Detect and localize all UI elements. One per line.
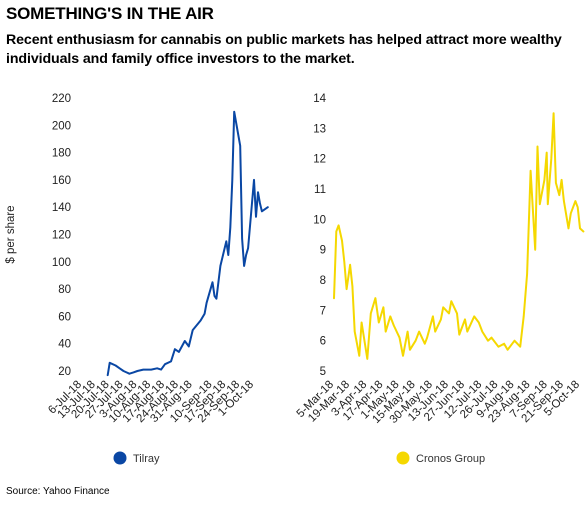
y-axis-label: $ per share — [5, 205, 17, 263]
y-tick-label: 9 — [320, 245, 326, 257]
y-tick-label: 160 — [52, 175, 71, 187]
y-tick-label: 12 — [313, 154, 326, 166]
y-tick-label: 220 — [52, 93, 71, 105]
source-note: Source: Yahoo Finance — [6, 486, 110, 497]
y-tick-label: 8 — [320, 275, 326, 287]
y-tick-label: 10 — [313, 214, 326, 226]
y-tick-label: 14 — [313, 93, 326, 105]
legend-swatch — [113, 451, 127, 465]
y-tick-label: 80 — [58, 284, 71, 296]
page-subtitle: Recent enthusiasm for cannabis on public… — [6, 32, 562, 67]
cronos-chart: 5678910111213145-Mar-1819-Mar-183-Apr-18… — [295, 93, 585, 465]
legend-swatch — [396, 451, 410, 465]
y-tick-label: 20 — [58, 366, 71, 378]
y-tick-label: 180 — [52, 148, 71, 160]
series-line — [106, 110, 269, 377]
y-tick-label: 5 — [320, 366, 326, 378]
y-tick-label: 100 — [52, 257, 71, 269]
y-tick-label: 7 — [320, 305, 326, 317]
legend-label: Tilray — [133, 453, 160, 465]
legend-label: Cronos Group — [416, 453, 485, 465]
page-title: SOMETHING'S IN THE AIR — [6, 4, 214, 23]
tilray-chart: 20 40 60 80 100 120 140 160 180 200 220 $ per share… — [5, 93, 269, 465]
series-line — [333, 112, 585, 360]
y-tick-label: 6 — [320, 336, 326, 348]
y-tick-label: 13 — [313, 123, 326, 135]
y-tick-label: 40 — [58, 339, 71, 351]
y-tick-label: 120 — [52, 230, 71, 242]
y-tick-label: 200 — [52, 120, 71, 132]
y-tick-label: 140 — [52, 202, 71, 214]
y-tick-label: 60 — [58, 311, 71, 323]
y-tick-label: 11 — [314, 184, 326, 196]
